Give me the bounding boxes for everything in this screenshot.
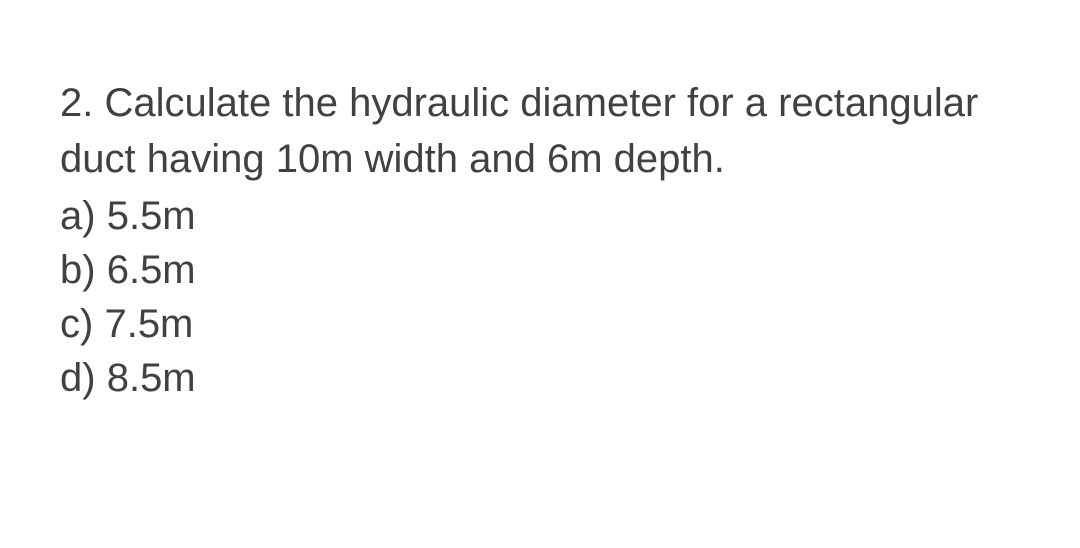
option-a[interactable]: a) 5.5m xyxy=(60,189,1020,243)
question-body: Calculate the hydraulic diameter for a r… xyxy=(60,81,978,181)
question-number: 2. xyxy=(60,81,93,125)
option-d[interactable]: d) 8.5m xyxy=(60,351,1020,405)
question-container: 2. Calculate the hydraulic diameter for … xyxy=(60,75,1020,405)
option-value: 6.5m xyxy=(107,248,196,292)
option-label: b) xyxy=(60,248,96,292)
option-label: c) xyxy=(60,302,93,346)
option-label: d) xyxy=(60,356,96,400)
option-b[interactable]: b) 6.5m xyxy=(60,243,1020,297)
options-list: a) 5.5m b) 6.5m c) 7.5m d) 8.5m xyxy=(60,189,1020,405)
question-prompt: 2. Calculate the hydraulic diameter for … xyxy=(60,75,1020,187)
option-c[interactable]: c) 7.5m xyxy=(60,297,1020,351)
option-label: a) xyxy=(60,194,96,238)
option-value: 8.5m xyxy=(107,356,196,400)
option-value: 7.5m xyxy=(104,302,193,346)
option-value: 5.5m xyxy=(107,194,196,238)
